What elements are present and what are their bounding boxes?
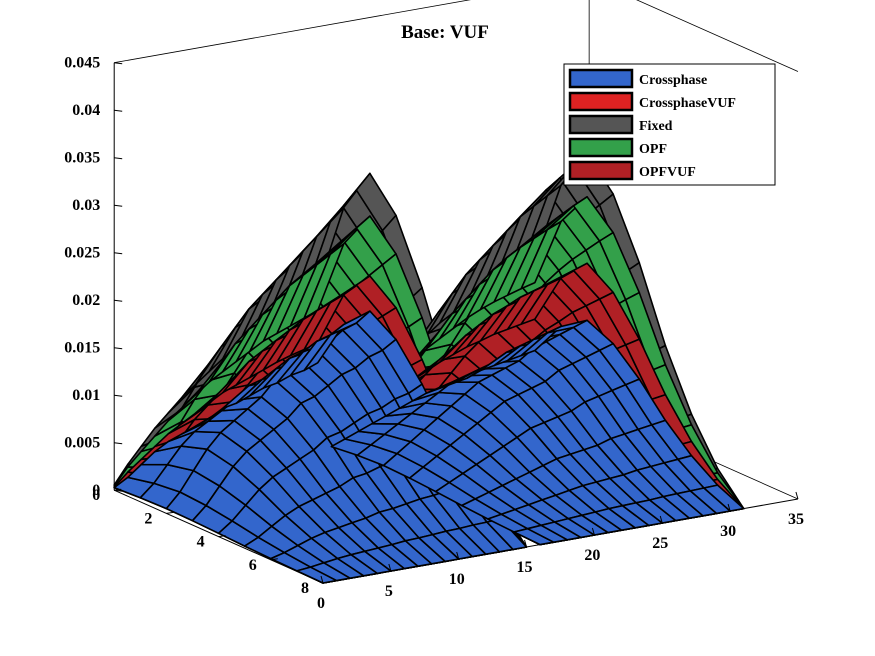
x-tick-label: 25	[652, 535, 668, 552]
legend-swatch-crossphasevuf	[568, 91, 634, 112]
legend-swatch-opf	[568, 137, 634, 158]
z-tick-label: 0.03	[72, 197, 100, 214]
z-tick-mark	[114, 347, 123, 350]
z-tick-label: 0.02	[72, 292, 100, 309]
legend-label-crossphasevuf: CrossphaseVUF	[639, 96, 736, 111]
x-tick-mark	[320, 575, 324, 584]
x-tick-label: 10	[449, 571, 465, 588]
legend-swatch-opfvuf	[568, 160, 634, 181]
y-tick-label: 8	[301, 580, 309, 597]
x-tick-mark	[524, 539, 528, 548]
y-tick-label: 0	[92, 487, 100, 504]
z-tick-mark	[114, 109, 123, 112]
x-tick-mark	[388, 563, 392, 572]
y-tick-label: 6	[249, 557, 257, 574]
x-tick-mark	[795, 491, 799, 500]
z-tick-label: 0.035	[64, 150, 100, 167]
y-tick-mark	[114, 488, 122, 491]
z-tick-mark	[114, 394, 123, 397]
y-tick-mark	[166, 511, 174, 514]
legend: Crossphase CrossphaseVUF Fixed OPF OPFVU…	[563, 63, 776, 186]
z-tick-label: 0.025	[64, 245, 100, 262]
surface-crossphase	[113, 310, 745, 584]
x-tick-mark	[659, 515, 663, 524]
z-tick-mark	[114, 157, 123, 160]
z-tick-mark	[114, 299, 123, 302]
z-tick-mark	[114, 252, 123, 255]
x-tick-label: 20	[584, 547, 600, 564]
surfaces	[113, 153, 745, 584]
legend-label-opfvuf: OPFVUF	[639, 165, 696, 180]
z-tick-mark	[114, 442, 123, 445]
y-tick-mark	[270, 558, 278, 561]
back-top-edge	[114, 0, 472, 64]
x-tick-label: 30	[720, 523, 736, 540]
z-tick-label: 0.015	[64, 340, 100, 357]
legend-label-crossphase: Crossphase	[639, 73, 707, 88]
y-tick-mark	[322, 581, 331, 584]
x-tick-mark	[591, 527, 595, 536]
legend-item-crossphase: Crossphase	[568, 68, 707, 89]
z-tick-label: 0.005	[64, 435, 100, 452]
z-tick-label: 0	[92, 482, 100, 499]
x-tick-label: 0	[317, 595, 325, 612]
right-top-edge	[636, 0, 799, 72]
x-tick-label: 5	[385, 583, 393, 600]
x-tick-mark	[727, 503, 731, 512]
x-tick-label: 15	[517, 559, 533, 576]
y-tick-mark	[218, 535, 226, 538]
z-tick-mark	[114, 204, 123, 207]
legend-swatch-fixed	[568, 114, 634, 135]
y-tick-label: 2	[144, 510, 152, 527]
legend-label-opf: OPF	[639, 142, 667, 157]
z-tick-mark	[114, 62, 123, 65]
legend-item-opf: OPF	[568, 137, 667, 158]
legend-item-crossphasevuf: CrossphaseVUF	[568, 91, 736, 112]
y-tick-label: 4	[197, 534, 205, 551]
z-tick-label: 0.01	[72, 387, 100, 404]
z-tick-label: 0.045	[64, 55, 100, 72]
x-tick-label: 35	[788, 511, 804, 528]
z-tick-label: 0.04	[72, 102, 100, 119]
chart-title: Base: VUF	[401, 22, 489, 43]
legend-item-fixed: Fixed	[568, 114, 673, 135]
surface-patch	[703, 484, 745, 512]
axis-ticks: 0 0.005 0.01 0.015 0.02 0.025 0.03 0.035 0.04 0.0…	[64, 55, 804, 612]
legend-swatch-crossphase	[568, 68, 634, 89]
x-tick-mark	[456, 551, 460, 560]
legend-item-opfvuf: OPFVUF	[568, 160, 696, 181]
legend-label-fixed: Fixed	[639, 119, 673, 134]
